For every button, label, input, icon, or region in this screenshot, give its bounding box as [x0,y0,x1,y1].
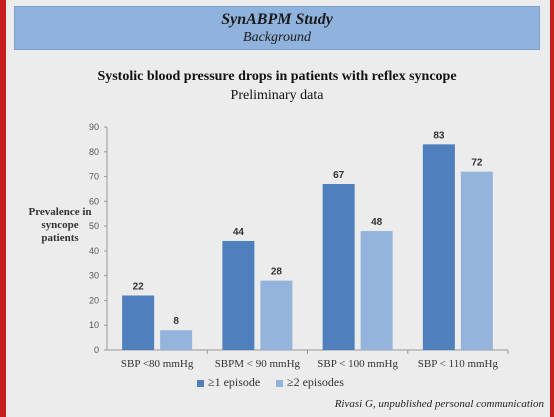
x-tick-label: SBP < 110 mmHg [418,358,499,370]
y-tick-label: 0 [94,345,99,355]
bar [322,183,355,350]
x-tick-label: SBP <80 mmHg [121,358,194,370]
y-axis-label: Prevalence in syncope patients [28,206,92,244]
header-subtitle: Background [243,30,311,45]
x-tick-label: SBPM < 90 mmHg [215,358,301,370]
legend-item-1: ≥1 episode [197,375,260,390]
header-title: SynABPM Study [221,11,333,28]
legend-label-1: ≥1 episode [208,375,261,389]
legend-item-2: ≥2 episodes [276,375,344,390]
data-label: 44 [233,227,245,238]
data-label: 67 [333,170,345,181]
data-label: 8 [173,316,179,327]
citation: Rivasi G, unpublished personal communica… [334,398,544,410]
bar [260,280,293,350]
y-tick-label: 90 [89,122,99,132]
chart-title: Systolic blood pressure drops in patient… [97,69,457,84]
y-tick-label: 50 [89,221,99,231]
y-tick-label: 30 [89,271,99,281]
y-tick-label: 40 [89,246,99,256]
y-tick-label: 80 [89,147,99,157]
bar [122,295,155,350]
x-tick-label: SBP < 100 mmHg [317,358,398,370]
slide-header: SynABPM Study Background [14,6,540,50]
y-tick-label: 10 [89,320,99,330]
chart-subtitle: Preliminary data [230,88,324,103]
bar [160,330,193,350]
y-tick-label: 60 [89,196,99,206]
legend-label-2: ≥2 episodes [287,375,344,389]
data-label: 83 [433,130,445,141]
y-tick-label: 20 [89,295,99,305]
data-label: 28 [271,267,283,278]
bar [422,144,455,350]
bar [360,231,393,350]
data-label: 72 [471,158,483,169]
data-label: 48 [371,217,383,228]
data-label: 22 [133,281,145,292]
y-tick-label: 70 [89,172,99,182]
bar [460,171,493,350]
bar [222,240,255,350]
legend-swatch-2 [276,379,283,387]
legend-swatch-1 [197,379,204,387]
